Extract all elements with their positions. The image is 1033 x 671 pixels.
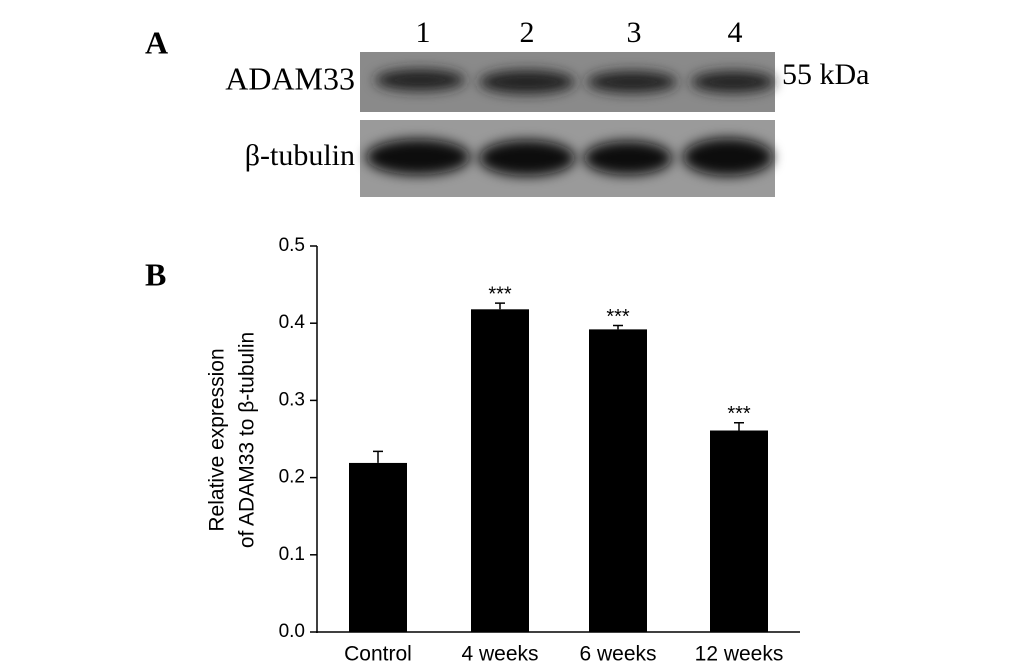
error-bar xyxy=(734,422,744,431)
bar xyxy=(349,462,407,632)
lane-label: 4 xyxy=(728,16,743,49)
row-label: ADAM33 xyxy=(225,60,355,96)
blot-image xyxy=(360,52,775,197)
panel-label: A xyxy=(145,24,168,60)
error-bar xyxy=(373,450,383,463)
y-tick-label: 0.0 xyxy=(279,621,305,642)
y-tick-label: 0.5 xyxy=(279,235,305,256)
x-tick-label: 12 weeks xyxy=(695,643,784,666)
bar xyxy=(710,430,768,632)
x-tick-label: 4 weeks xyxy=(461,643,538,666)
y-tick-label: 0.4 xyxy=(279,312,306,333)
annotation: *** xyxy=(606,306,630,328)
panel-label: B xyxy=(145,256,166,292)
annotation: *** xyxy=(727,403,751,425)
x-tick-label: 6 weeks xyxy=(579,643,656,666)
lane-label: 3 xyxy=(627,16,642,49)
y-tick-label: 0.3 xyxy=(279,389,305,410)
error-bar xyxy=(495,302,505,310)
y-axis-label: Relative expression xyxy=(206,348,229,531)
lane-label: 2 xyxy=(520,16,535,49)
y-axis-label: of ADAM33 to β-tubulin xyxy=(236,332,259,548)
bar xyxy=(471,309,529,632)
annotation: *** xyxy=(488,283,512,305)
size-label: 55 kDa xyxy=(782,58,869,91)
bar xyxy=(589,329,647,632)
error-bar xyxy=(613,324,623,330)
lane-label: 1 xyxy=(416,16,431,49)
row-label: β-tubulin xyxy=(245,139,355,172)
y-tick-label: 0.1 xyxy=(279,544,305,565)
x-tick-label: Control xyxy=(344,643,412,666)
y-tick-label: 0.2 xyxy=(279,467,305,488)
